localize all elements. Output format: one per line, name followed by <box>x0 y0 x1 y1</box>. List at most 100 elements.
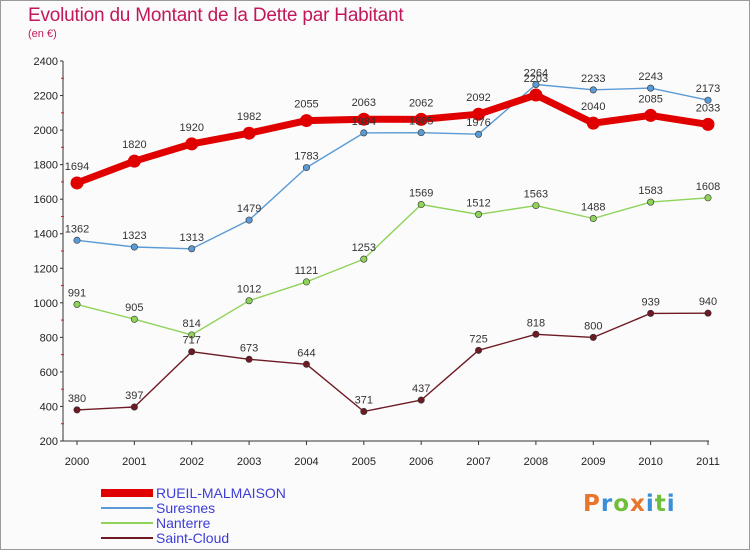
series-lines <box>73 83 712 413</box>
data-point <box>532 330 540 338</box>
data-label: 939 <box>641 296 659 308</box>
x-tick-label: 2004 <box>294 456 318 468</box>
data-point <box>360 407 368 415</box>
data-label: 2092 <box>466 92 490 104</box>
x-tick-label: 2006 <box>409 456 433 468</box>
logo-letter: r <box>600 491 614 517</box>
data-label: 905 <box>125 302 143 314</box>
y-tick-label: 1400 <box>34 229 58 241</box>
x-tick-label: 2009 <box>581 456 605 468</box>
data-point <box>73 406 81 414</box>
logo-letter: o <box>613 491 631 517</box>
data-point <box>647 198 655 206</box>
data-point <box>414 112 428 126</box>
data-point <box>70 176 84 190</box>
data-point <box>73 236 81 244</box>
data-point <box>586 116 600 130</box>
data-point <box>589 333 597 341</box>
data-label: 1820 <box>122 139 146 151</box>
legend-swatch <box>101 507 153 509</box>
y-tick-label: 1000 <box>34 298 58 310</box>
data-point <box>242 126 256 140</box>
y-tick-label: 200 <box>40 436 58 448</box>
legend-swatch <box>101 489 153 497</box>
data-point <box>130 243 138 251</box>
x-tick-label: 2000 <box>65 456 89 468</box>
data-label: 1920 <box>179 122 203 134</box>
data-label: 814 <box>183 318 201 330</box>
data-label: 2243 <box>638 71 662 83</box>
legend-item-suresnes[interactable]: Suresnes <box>101 500 361 516</box>
data-label: 2062 <box>409 97 433 109</box>
data-label: 2233 <box>581 73 605 85</box>
data-point <box>130 315 138 323</box>
y-tick-label: 1800 <box>34 160 58 172</box>
series-line-suresnes <box>76 83 709 250</box>
logo-letter: t <box>654 491 667 517</box>
data-point <box>704 309 712 317</box>
data-point <box>302 278 310 286</box>
data-point <box>188 331 196 339</box>
axes <box>60 60 709 445</box>
logo-letter: i <box>666 491 676 517</box>
data-point <box>475 346 483 354</box>
proxiti-logo[interactable]: Proxiti <box>583 491 676 517</box>
data-label: 380 <box>68 393 86 405</box>
series-line-rueil-malmaison <box>73 91 712 187</box>
data-label: 1608 <box>696 181 720 193</box>
data-labels: 380 397 717 673 644 371 437 725 818 800 939 940 991 9… <box>65 67 720 406</box>
data-label: 1982 <box>237 111 261 123</box>
data-point <box>647 309 655 317</box>
data-point <box>357 112 371 126</box>
data-label: 2033 <box>696 102 720 114</box>
logo-letter: x <box>630 491 646 517</box>
data-label: 1984 <box>352 116 376 128</box>
data-label: 800 <box>584 320 602 332</box>
data-label: 1512 <box>466 197 490 209</box>
data-point <box>302 360 310 368</box>
data-point <box>185 137 199 151</box>
data-label: 818 <box>527 317 545 329</box>
legend-item-saint-cloud[interactable]: Saint-Cloud <box>101 530 361 546</box>
data-label: 1253 <box>352 242 376 254</box>
data-label: 2063 <box>352 97 376 109</box>
y-tick-label: 1600 <box>34 194 58 206</box>
legend-label: Nanterre <box>156 515 211 531</box>
data-label: 644 <box>297 347 315 359</box>
data-label: 1012 <box>237 284 261 296</box>
data-label: 437 <box>412 383 430 395</box>
y-tick-label: 1200 <box>34 263 58 275</box>
x-tick-label: 2002 <box>179 456 203 468</box>
logo-letter: i <box>645 491 655 517</box>
data-point <box>647 84 655 92</box>
x-tick-label: 2001 <box>122 456 146 468</box>
data-label: 2264 <box>524 67 548 79</box>
data-point <box>532 80 540 88</box>
legend-label: Suresnes <box>156 500 216 516</box>
data-point <box>188 245 196 253</box>
data-label: 2055 <box>294 99 318 111</box>
data-label: 397 <box>125 390 143 402</box>
data-point <box>130 403 138 411</box>
data-label: 1694 <box>65 161 89 173</box>
legend-item-nanterre[interactable]: Nanterre <box>101 515 361 531</box>
legend-label: RUEIL-MALMAISON <box>156 485 286 501</box>
data-label: 2203 <box>524 73 548 85</box>
data-label: 1121 <box>295 265 319 277</box>
legend-item-rueil-malmaison[interactable]: RUEIL-MALMAISON <box>101 485 361 501</box>
series-points <box>70 80 715 415</box>
y-tick-label: 600 <box>40 367 58 379</box>
data-point <box>299 114 313 128</box>
data-label: 1362 <box>65 223 89 235</box>
data-point <box>73 300 81 308</box>
x-tick-label: 2007 <box>466 456 490 468</box>
data-point <box>417 396 425 404</box>
y-tick-label: 400 <box>40 401 58 413</box>
data-label: 2173 <box>696 83 720 95</box>
data-label: 2040 <box>581 101 605 113</box>
x-tick-labels: 2000 2001 2002 2003 2004 2005 2006 2007 2008 2009… <box>65 456 720 468</box>
data-point <box>589 215 597 223</box>
data-label: 673 <box>240 342 258 354</box>
